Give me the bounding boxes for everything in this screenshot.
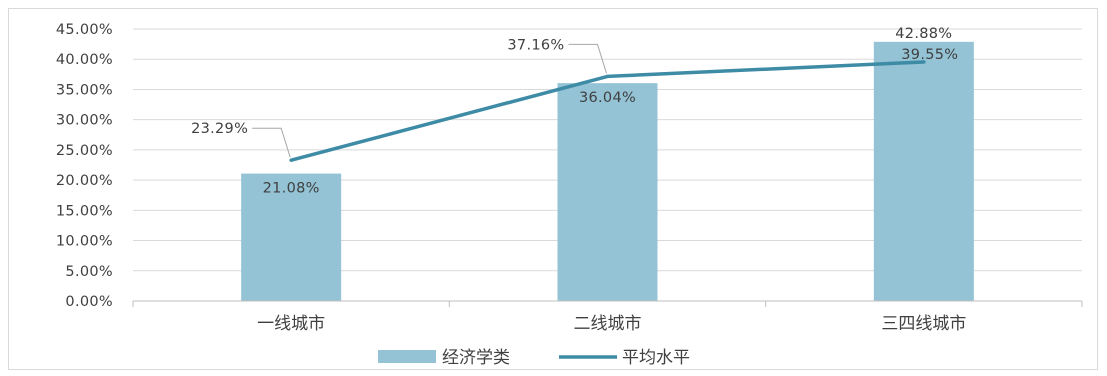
line-data-label: 39.55% <box>901 47 958 63</box>
bar-data-label: 36.04% <box>579 90 636 106</box>
y-tick-label: 35.00% <box>56 82 113 98</box>
line-point <box>922 60 926 64</box>
line-data-label: 23.29% <box>191 121 248 137</box>
legend-bar-label: 经济学类 <box>442 348 510 368</box>
x-category-label: 三四线城市 <box>881 314 966 334</box>
bar <box>557 83 658 301</box>
x-category-label: 二线城市 <box>574 314 642 334</box>
bar-data-label: 42.88% <box>895 26 952 42</box>
legend: 经济学类 平均水平 <box>378 348 690 368</box>
y-tick-label: 45.00% <box>56 22 113 38</box>
line-data-label: 37.16% <box>507 37 564 53</box>
bar <box>241 173 342 301</box>
legend-line-label: 平均水平 <box>622 348 690 368</box>
bar-data-label: 21.08% <box>263 181 320 197</box>
y-tick-label: 25.00% <box>56 143 113 159</box>
legend-bar-swatch <box>378 350 436 363</box>
data-labels: 21.08% 36.04% 42.88% 23.29% 37.16% 39.55% <box>191 26 958 197</box>
line-point <box>606 74 609 78</box>
label-leader-line <box>252 127 291 158</box>
bar <box>873 41 974 302</box>
y-tick-label: 20.00% <box>56 173 113 189</box>
line-series <box>289 60 926 162</box>
y-tick-label: 10.00% <box>56 234 113 250</box>
x-axis: 一线城市 二线城市 三四线城市 <box>132 300 1083 334</box>
label-leader-line <box>568 43 607 74</box>
y-tick-label: 15.00% <box>56 203 113 219</box>
y-tick-label: 40.00% <box>56 52 113 68</box>
y-tick-label: 0.00% <box>65 294 113 310</box>
x-category-label: 一线城市 <box>257 314 325 334</box>
y-tick-label: 30.00% <box>56 113 113 129</box>
y-tick-label: 5.00% <box>65 264 113 280</box>
bar-series <box>241 41 974 302</box>
line-point <box>289 158 293 162</box>
y-axis-ticks: 0.00% 5.00% 10.00% 15.00% 20.00% 25.00% 30.00%… <box>56 22 113 310</box>
